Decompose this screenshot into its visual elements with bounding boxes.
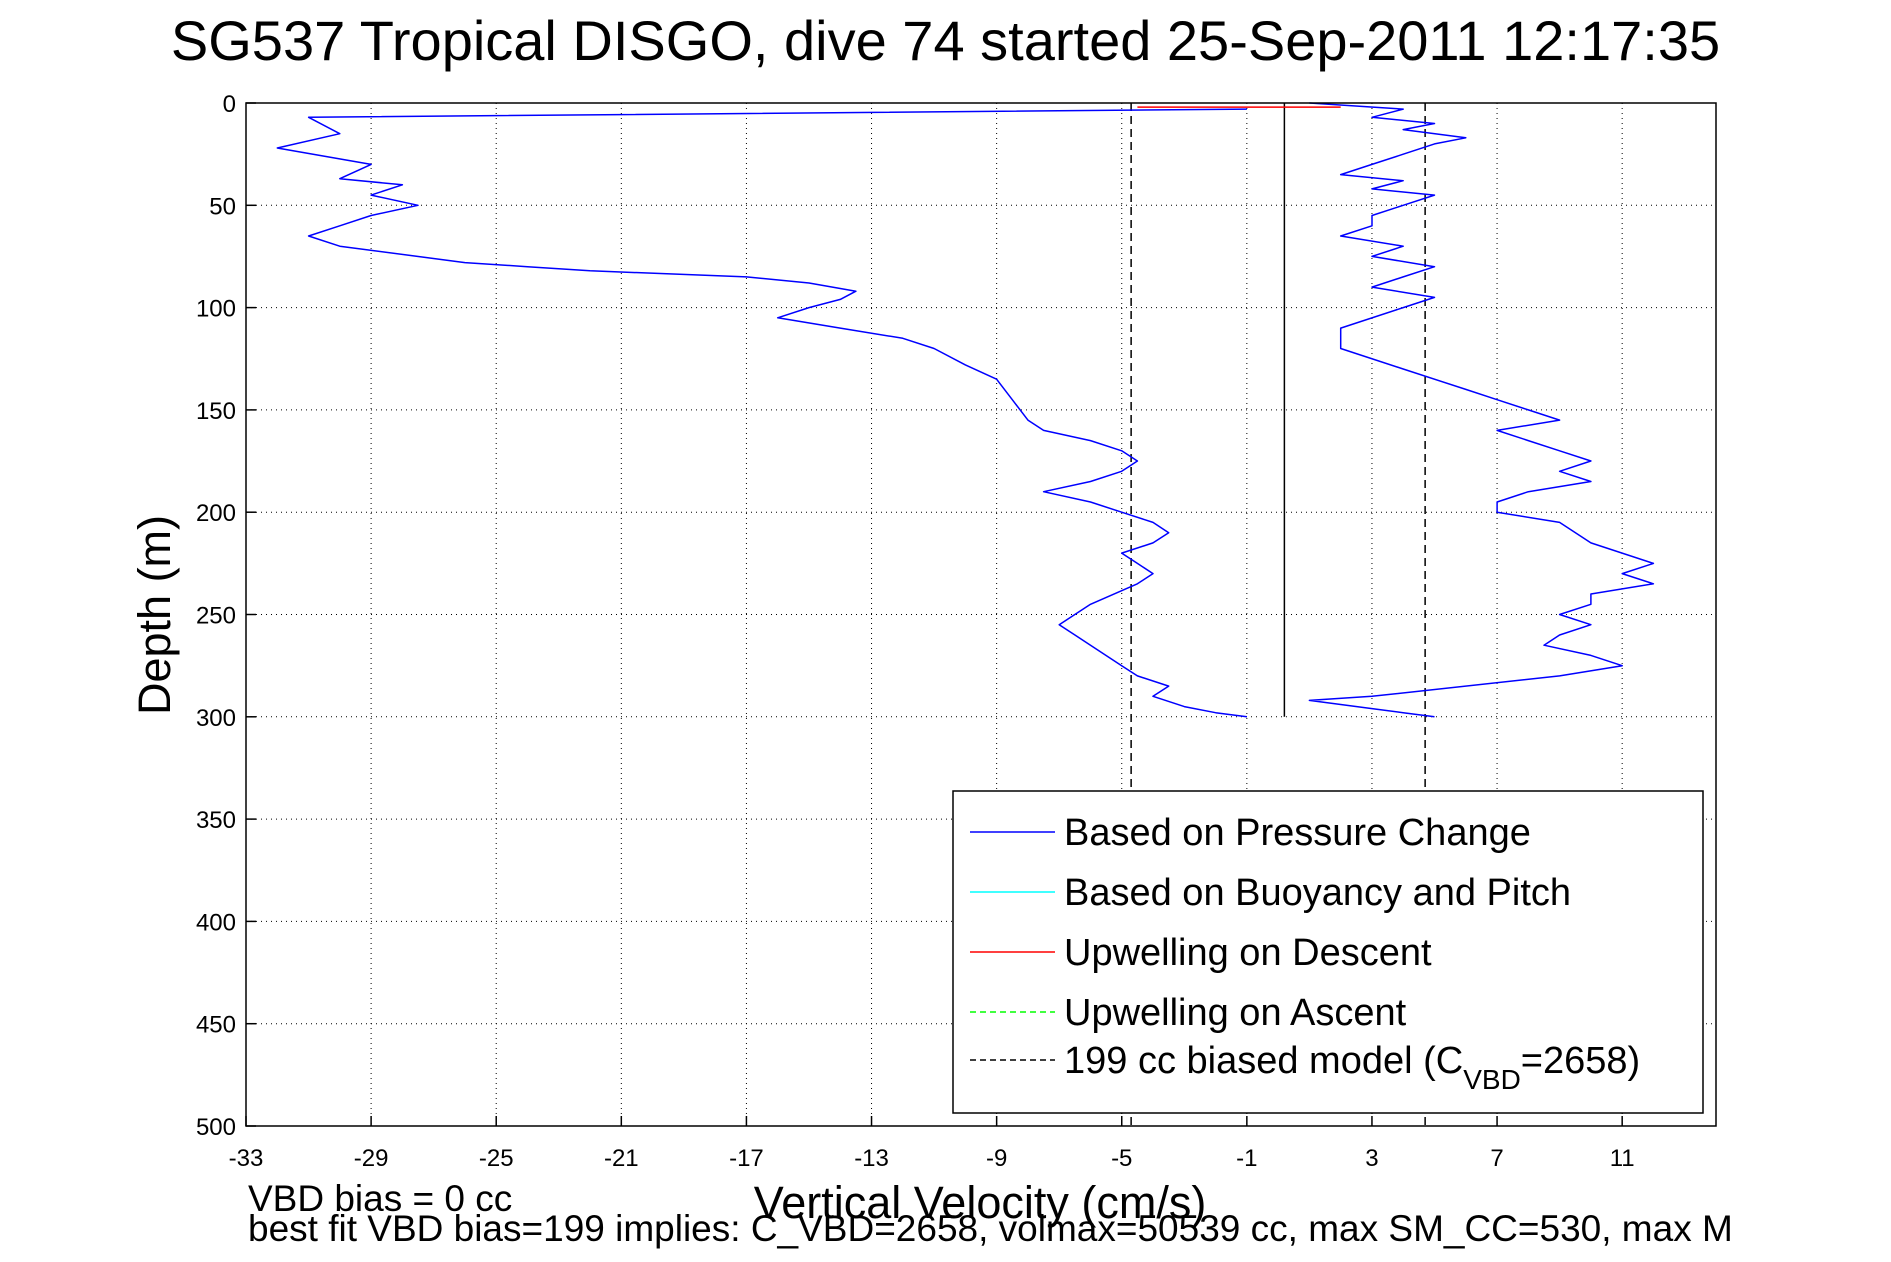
x-tick-label: -13 (854, 1145, 889, 1172)
y-tick-label: 200 (196, 500, 236, 527)
chart-title: SG537 Tropical DISGO, dive 74 started 25… (170, 9, 1721, 72)
x-tick-label: 7 (1490, 1145, 1503, 1172)
series-layer (276, 102, 1655, 718)
x-tick-label: 3 (1365, 1145, 1378, 1172)
legend-label: Based on Pressure Change (1064, 812, 1531, 854)
legend-label-suffix: =2658) (1521, 1040, 1640, 1082)
y-tick-label: 300 (196, 705, 236, 732)
y-tick-label: 50 (209, 193, 236, 220)
x-tick-label: -1 (1236, 1145, 1257, 1172)
y-tick-label: 400 (196, 909, 236, 936)
legend-box (952, 790, 1704, 1114)
y-tick-label: 150 (196, 398, 236, 425)
x-tick-label: -29 (354, 1145, 389, 1172)
x-tick-label: -9 (986, 1145, 1007, 1172)
x-axis-label: Vertical Velocity (cm/s) (754, 1177, 1207, 1228)
legend: Based on Pressure Change Based on Buoyanc… (952, 790, 1704, 1114)
y-tick-label: 100 (196, 296, 236, 323)
x-axis-ticks: -33 -29 -25 -21 -17 -13 -9 -5 -1 3 7 11 (229, 1116, 1635, 1172)
y-axis-label: Depth (m) (129, 515, 180, 715)
legend-label: Upwelling on Ascent (1064, 992, 1407, 1034)
series-line (276, 108, 1247, 718)
y-tick-label: 250 (196, 603, 236, 630)
x-tick-label: -5 (1111, 1145, 1132, 1172)
y-tick-label: 0 (223, 91, 236, 118)
x-tick-label: -25 (479, 1145, 514, 1172)
x-tick-label: -33 (229, 1145, 264, 1172)
y-tick-label: 450 (196, 1012, 236, 1039)
x-tick-label: 11 (1610, 1145, 1635, 1172)
y-tick-label: 350 (196, 807, 236, 834)
y-axis-ticks: 0 50 100 150 200 250 300 350 400 450 500 (196, 91, 256, 1141)
y-tick-label: 500 (196, 1114, 236, 1141)
best-fit-note: best fit VBD bias=199 implies: C_VBD=265… (248, 1208, 1733, 1249)
series-line (1308, 102, 1655, 718)
x-tick-label: -17 (729, 1145, 764, 1172)
legend-label-subscript: VBD (1463, 1064, 1521, 1095)
vbd-bias-note: VBD bias = 0 cc (248, 1178, 513, 1219)
legend-label: Based on Buoyancy and Pitch (1064, 872, 1571, 914)
x-tick-label: -21 (604, 1145, 639, 1172)
legend-label: Upwelling on Descent (1064, 932, 1432, 974)
